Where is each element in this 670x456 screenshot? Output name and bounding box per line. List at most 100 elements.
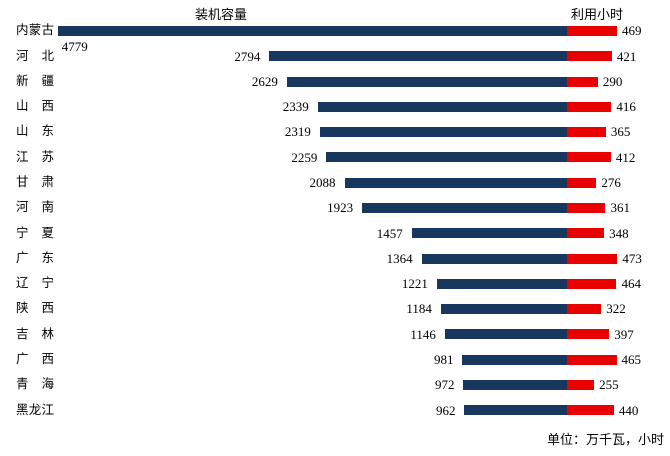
hours-bar — [567, 177, 597, 188]
chart-row: 河南 1923 361 — [0, 195, 670, 220]
category-label: 河北 — [16, 48, 54, 63]
chart-row: 辽宁 1221 464 — [0, 271, 670, 296]
chart-row: 新疆 2629 290 — [0, 69, 670, 94]
hours-value: 276 — [601, 175, 621, 191]
unit-note: 单位：万千瓦，小时 — [546, 432, 664, 447]
hours-value: 421 — [616, 48, 637, 64]
hours-value: 416 — [616, 99, 636, 115]
category-label: 青海 — [16, 377, 54, 392]
hours-bar — [567, 127, 606, 138]
capacity-bar — [436, 278, 567, 289]
hours-value: 361 — [610, 200, 630, 216]
hours-bar — [567, 202, 606, 213]
hours-value: 365 — [610, 124, 631, 140]
capacity-value: 2794 — [234, 48, 261, 64]
chart-row: 山东 2319 365 — [0, 119, 670, 144]
category-label: 山东 — [16, 124, 54, 139]
capacity-value: 4779 — [61, 39, 88, 55]
capacity-value: 2259 — [291, 149, 318, 165]
capacity-value: 2319 — [284, 124, 311, 140]
hours-bar — [567, 76, 598, 87]
capacity-bar — [57, 25, 567, 36]
category-label: 吉林 — [16, 326, 54, 341]
chart-row: 青海 972 255 — [0, 372, 670, 397]
hours-value: 469 — [621, 23, 642, 39]
chart-row: 河北 2794 421 — [0, 44, 670, 69]
category-label: 内蒙古 — [16, 23, 54, 38]
category-label: 江苏 — [16, 149, 54, 164]
hours-bar — [567, 304, 602, 315]
capacity-value: 1457 — [376, 225, 403, 241]
hours-value: 255 — [599, 377, 619, 393]
capacity-bar — [344, 177, 567, 188]
hours-value: 348 — [609, 225, 629, 241]
capacity-bar — [440, 304, 567, 315]
capacity-bar — [411, 228, 567, 239]
hours-value: 464 — [621, 276, 641, 292]
capacity-bar — [269, 51, 567, 62]
hours-bar — [567, 101, 612, 112]
hours-value: 397 — [614, 326, 634, 342]
chart-row: 广东 1364 473 — [0, 246, 670, 271]
capacity-bar — [286, 76, 567, 87]
hours-bar — [567, 51, 612, 62]
capacity-value: 972 — [434, 377, 455, 393]
category-label: 陕西 — [16, 301, 54, 316]
category-label: 山西 — [16, 99, 54, 114]
capacity-bar — [317, 101, 567, 112]
hours-value: 465 — [621, 352, 642, 367]
capacity-value: 1184 — [406, 301, 432, 317]
capacity-bar — [464, 405, 567, 416]
hours-value: 412 — [615, 149, 636, 165]
hours-bar — [567, 278, 617, 289]
category-label: 广西 — [16, 352, 54, 366]
capacity-value: 2629 — [251, 73, 278, 89]
category-label: 甘肃 — [16, 175, 54, 190]
chart-row: 陕西 1184 322 — [0, 296, 670, 321]
chart-row: 甘肃 2088 276 — [0, 170, 670, 195]
hours-bar — [567, 354, 617, 365]
chart-row: 广西 981 465 — [0, 347, 670, 372]
right-series-header: 利用小时 — [571, 7, 624, 22]
hours-bar — [567, 152, 611, 163]
hours-value: 440 — [618, 402, 639, 418]
chart-row: 吉林 1146 397 — [0, 322, 670, 347]
capacity-value: 962 — [436, 402, 456, 418]
capacity-bar — [462, 354, 567, 365]
capacity-bar — [421, 253, 567, 264]
chart-row: 内蒙古 4779 469 — [0, 18, 670, 53]
category-label: 黑龙江 — [16, 402, 54, 417]
capacity-value: 1221 — [401, 276, 428, 292]
left-series-header: 装机容量 — [195, 7, 248, 22]
hours-bar — [567, 379, 595, 390]
capacity-bar — [463, 379, 567, 390]
chart-row: 宁夏 1457 348 — [0, 221, 670, 246]
capacity-value: 981 — [433, 352, 454, 367]
hours-value: 322 — [606, 301, 626, 317]
capacity-bar — [362, 202, 567, 213]
chart-row: 江苏 2259 412 — [0, 145, 670, 170]
hours-bar — [567, 25, 617, 36]
hours-bar — [567, 329, 610, 340]
capacity-value: 1146 — [410, 326, 436, 342]
hours-bar — [567, 253, 618, 264]
capacity-bar — [326, 152, 567, 163]
capacity-bar — [319, 127, 567, 138]
capacity-value: 2339 — [282, 99, 309, 115]
category-label: 广东 — [16, 250, 54, 265]
capacity-value: 2088 — [309, 175, 336, 191]
capacity-value: 1364 — [386, 250, 413, 266]
capacity-bar — [444, 329, 567, 340]
category-label: 辽宁 — [16, 276, 54, 291]
hours-value: 290 — [602, 73, 623, 89]
hours-bar — [567, 405, 614, 416]
chart-row: 黑龙江 962 440 — [0, 398, 670, 423]
hours-value: 473 — [622, 250, 642, 266]
hours-bar — [567, 228, 605, 239]
chart-row: 山西 2339 416 — [0, 94, 670, 119]
category-label: 宁夏 — [16, 225, 54, 240]
capacity-value: 1923 — [327, 200, 354, 216]
category-label: 新疆 — [16, 73, 54, 88]
category-label: 河南 — [16, 200, 54, 215]
